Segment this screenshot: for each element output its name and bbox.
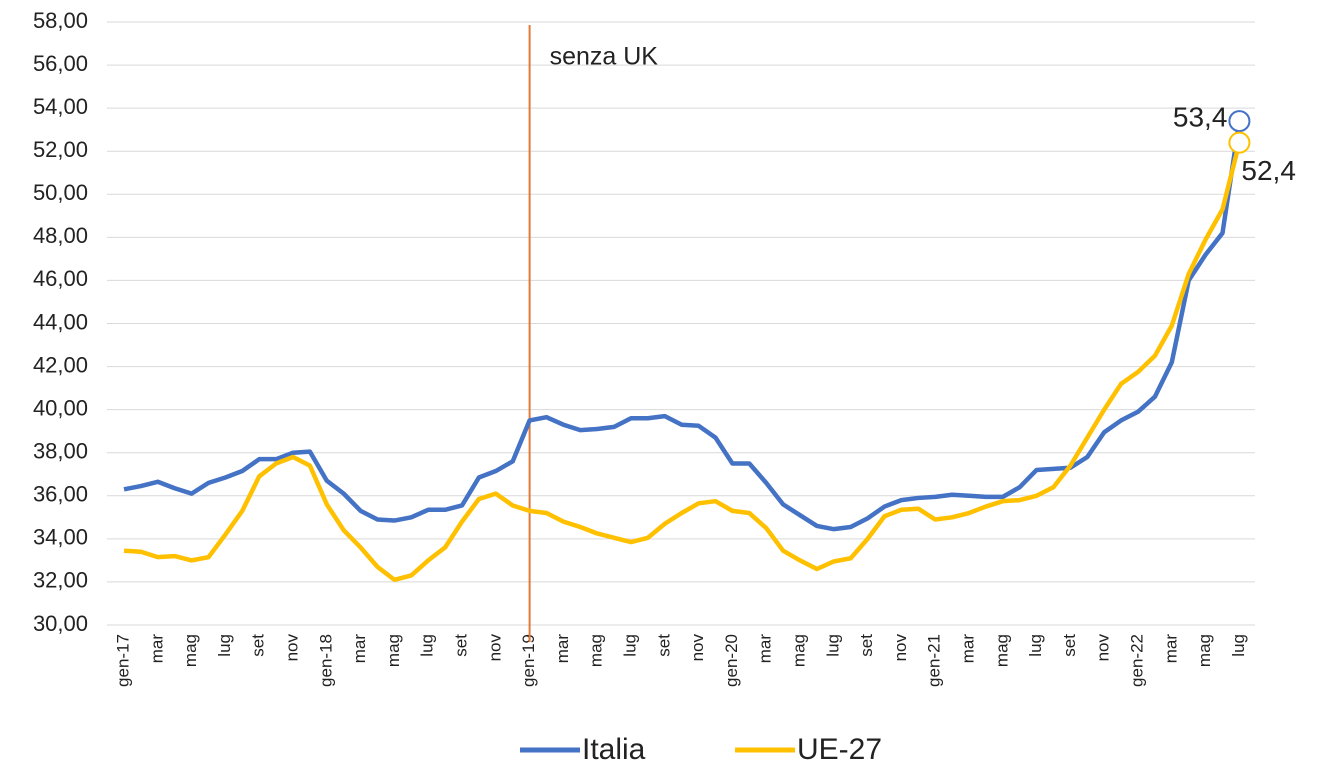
y-tick-label: 32,00 — [33, 568, 88, 593]
y-tick-label: 30,00 — [33, 611, 88, 636]
y-tick-label: 42,00 — [33, 352, 88, 377]
x-tick-label: mag — [181, 634, 200, 667]
x-tick-label: set — [857, 634, 876, 657]
y-tick-label: 58,00 — [33, 8, 88, 33]
x-tick-label: mar — [350, 634, 369, 664]
x-tick-label: gen-18 — [316, 634, 335, 687]
point-marker — [1228, 110, 1251, 133]
x-tick-label: gen-21 — [925, 634, 944, 687]
x-tick-label: mag — [384, 634, 403, 667]
x-tick-label: mar — [756, 634, 775, 664]
y-tick-label: 48,00 — [33, 223, 88, 248]
y-tick-label: 52,00 — [33, 137, 88, 162]
legend-label: Italia — [582, 733, 646, 766]
y-tick-label: 56,00 — [33, 51, 88, 76]
x-tick-label: mag — [992, 634, 1011, 667]
y-tick-label: 50,00 — [33, 180, 88, 205]
x-tick-label: lug — [1026, 634, 1045, 657]
annotation-text: senza UK — [550, 43, 659, 71]
y-tick-label: 36,00 — [33, 482, 88, 507]
y-tick-label: 54,00 — [33, 94, 88, 119]
x-tick-label: nov — [688, 634, 707, 662]
x-tick-label: mag — [587, 634, 606, 667]
x-tick-label: mar — [147, 634, 166, 664]
x-tick-label: lug — [215, 634, 234, 657]
y-tick-label: 40,00 — [33, 395, 88, 420]
y-tick-label: 46,00 — [33, 266, 88, 291]
y-tick-label: 34,00 — [33, 525, 88, 550]
y-tick-label: 38,00 — [33, 439, 88, 464]
x-tick-label: nov — [891, 634, 910, 662]
x-tick-label: nov — [282, 634, 301, 662]
line-series — [123, 142, 1242, 583]
data-label: 52,4 — [1241, 155, 1296, 186]
x-tick-label: gen-17 — [113, 634, 132, 687]
legend-label: UE-27 — [797, 733, 882, 766]
x-tick-label: mag — [1195, 634, 1214, 667]
line-series — [123, 120, 1242, 532]
x-tick-label: lug — [620, 634, 639, 657]
x-tick-label: mar — [1161, 634, 1180, 664]
x-tick-label: lug — [823, 634, 842, 657]
x-tick-label: lug — [1229, 634, 1248, 657]
x-tick-label: gen-20 — [722, 634, 741, 687]
y-tick-label: 44,00 — [33, 309, 88, 334]
x-tick-label: mar — [958, 634, 977, 664]
x-tick-label: nov — [485, 634, 504, 662]
x-tick-label: gen-22 — [1127, 634, 1146, 687]
x-tick-label: set — [451, 634, 470, 657]
x-tick-label: mag — [789, 634, 808, 667]
x-tick-label: lug — [418, 634, 437, 657]
point-marker — [1228, 131, 1251, 154]
x-tick-label: nov — [1094, 634, 1113, 662]
data-label: 53,4 — [1173, 101, 1228, 132]
x-tick-label: set — [249, 634, 268, 657]
x-tick-label: set — [654, 634, 673, 657]
x-tick-label: set — [1060, 634, 1079, 657]
x-tick-label: gen-19 — [519, 634, 538, 687]
x-tick-label: mar — [553, 634, 572, 664]
